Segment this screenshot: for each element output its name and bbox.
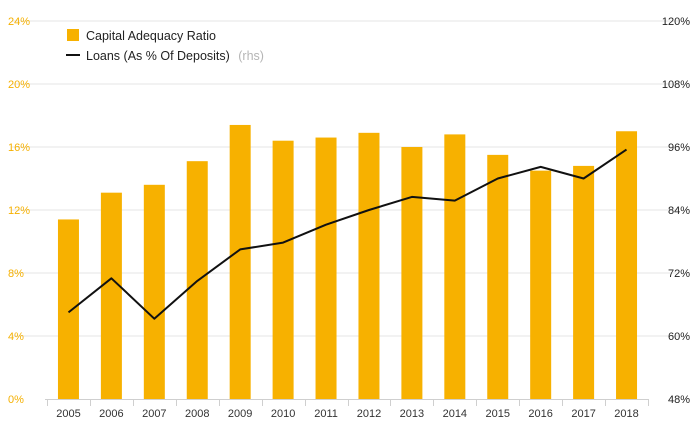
left-tick-label: 8% [8,268,24,280]
x-tick-label: 2011 [314,408,338,420]
legend-label-capital-adequacy: Capital Adequacy Ratio [86,29,216,43]
right-axis-ticks: 48% 60% 72% 84% 96% 108% 120% [662,16,690,406]
loans-line [67,148,628,320]
right-tick-label: 72% [668,268,690,280]
x-tick-label: 2006 [99,408,123,420]
bar-series-capital-adequacy [57,124,638,400]
x-tick-label: 2008 [185,408,209,420]
left-tick-label: 4% [8,331,24,343]
x-tick-label: 2010 [271,408,295,420]
bar [401,147,423,399]
left-tick-label: 20% [8,79,30,91]
bar [573,165,595,399]
bar [487,154,509,399]
left-tick-label: 16% [8,142,30,154]
legend-swatch-capital-adequacy [67,29,79,41]
right-tick-label: 120% [662,16,690,28]
left-tick-label: 12% [8,205,30,217]
x-tick-label: 2015 [486,408,510,420]
bar [272,140,294,399]
x-tick-label: 2017 [571,408,595,420]
bar [229,124,251,399]
bar [315,137,337,400]
x-axis: 2005 2006 2007 2008 2009 2010 2011 2012 2013 2014… [45,399,649,420]
right-tick-label: 96% [668,142,690,154]
legend-label-loans-note: (rhs) [238,49,264,63]
x-tick-label: 2013 [400,408,424,420]
legend-label-loans-text: Loans (As % Of Deposits) [86,49,230,63]
x-tick-label: 2012 [357,408,381,420]
bar [530,170,552,399]
x-tick-label: 2014 [443,408,467,420]
bar [100,192,122,399]
x-tick-label: 2009 [228,408,252,420]
x-tick-label: 2007 [142,408,166,420]
bar [57,219,79,399]
x-tick-label: 2005 [56,408,80,420]
right-tick-label: 48% [668,394,690,406]
legend: Capital Adequacy Ratio Loans (As % Of De… [66,29,264,64]
left-tick-label: 0% [8,394,24,406]
left-axis-ticks: 0% 4% 8% 12% 16% 20% 24% [8,16,30,406]
bar [616,131,638,399]
left-tick-label: 24% [8,16,30,28]
legend-label-loans: Loans (As % Of Deposits) (rhs) [86,47,264,64]
x-tick-label: 2018 [614,408,638,420]
line-series-loans [67,148,628,320]
bar [358,132,380,399]
x-tick-label: 2016 [528,408,552,420]
right-tick-label: 108% [662,79,690,91]
right-tick-label: 60% [668,331,690,343]
right-tick-label: 84% [668,205,690,217]
bar [444,134,466,399]
gridlines [12,20,678,337]
bar [143,184,165,399]
